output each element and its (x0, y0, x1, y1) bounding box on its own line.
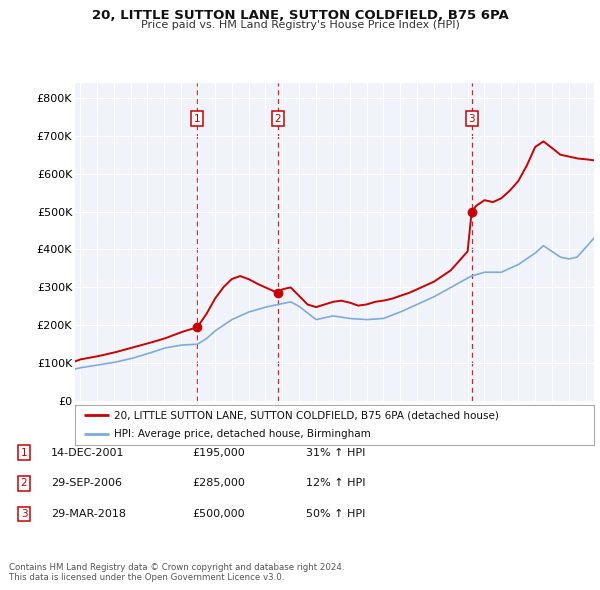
Text: 1: 1 (20, 448, 28, 457)
Text: HPI: Average price, detached house, Birmingham: HPI: Average price, detached house, Birm… (114, 429, 371, 439)
Text: 3: 3 (469, 114, 475, 124)
Text: £500,000: £500,000 (192, 509, 245, 519)
Text: 1: 1 (194, 114, 200, 124)
Text: 2: 2 (20, 478, 28, 488)
Text: 31% ↑ HPI: 31% ↑ HPI (306, 448, 365, 457)
Text: 20, LITTLE SUTTON LANE, SUTTON COLDFIELD, B75 6PA (detached house): 20, LITTLE SUTTON LANE, SUTTON COLDFIELD… (114, 411, 499, 420)
Text: Contains HM Land Registry data © Crown copyright and database right 2024.
This d: Contains HM Land Registry data © Crown c… (9, 563, 344, 582)
Text: 12% ↑ HPI: 12% ↑ HPI (306, 478, 365, 488)
Text: 14-DEC-2001: 14-DEC-2001 (51, 448, 125, 457)
Text: £195,000: £195,000 (192, 448, 245, 457)
Text: 3: 3 (20, 509, 28, 519)
Text: Price paid vs. HM Land Registry's House Price Index (HPI): Price paid vs. HM Land Registry's House … (140, 20, 460, 30)
Text: 50% ↑ HPI: 50% ↑ HPI (306, 509, 365, 519)
Text: 29-SEP-2006: 29-SEP-2006 (51, 478, 122, 488)
Text: 2: 2 (275, 114, 281, 124)
Text: £285,000: £285,000 (192, 478, 245, 488)
Text: 20, LITTLE SUTTON LANE, SUTTON COLDFIELD, B75 6PA: 20, LITTLE SUTTON LANE, SUTTON COLDFIELD… (92, 9, 508, 22)
Text: 29-MAR-2018: 29-MAR-2018 (51, 509, 126, 519)
